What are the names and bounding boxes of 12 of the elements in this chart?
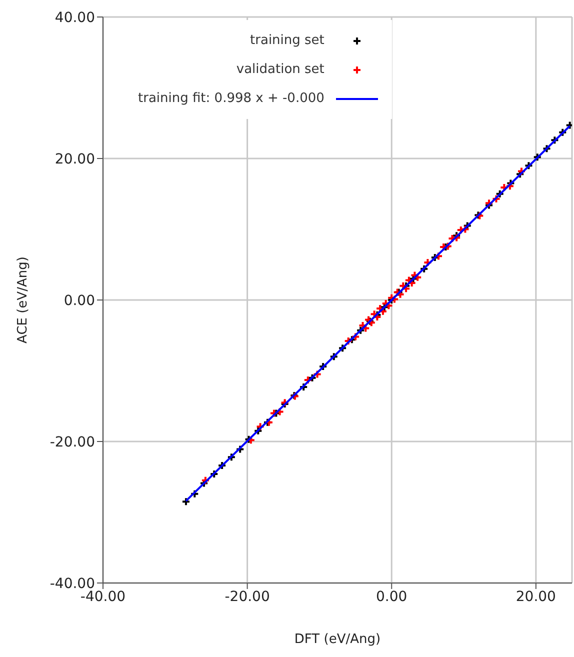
- y-axis-title: ACE (eV/Ang): [16, 256, 31, 344]
- x-tick-label: -20.00: [224, 588, 270, 605]
- legend-label: training set: [250, 33, 324, 48]
- y-tick-label: 40.00: [54, 10, 95, 26]
- legend-label: training fit: 0.998 x + -0.000: [138, 91, 324, 106]
- legend-label: validation set: [236, 62, 324, 77]
- x-tick-label: 0.00: [376, 588, 408, 605]
- y-tick-label: 20.00: [54, 151, 95, 168]
- x-tick-label: 20.00: [516, 588, 556, 605]
- y-tick-label: 0.00: [64, 292, 95, 309]
- y-tick-label: -20.00: [50, 434, 95, 450]
- x-axis-title: DFT (eV/Ang): [294, 632, 381, 647]
